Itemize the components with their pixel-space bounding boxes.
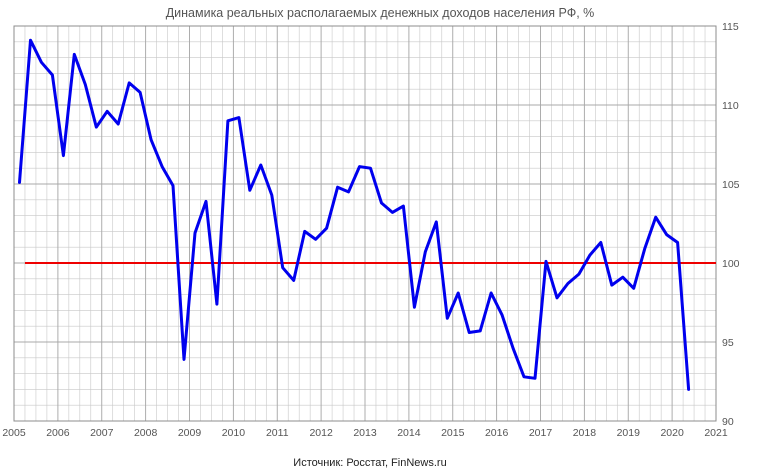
data-point [643,247,646,250]
data-point [610,283,613,287]
data-point [51,73,54,77]
x-tick-label: 2008 [134,427,158,439]
data-points [18,39,690,391]
data-point [654,215,657,219]
y-axis-tick-labels: 90 95 100 105 110 115 [722,21,740,428]
data-point [435,220,438,224]
data-point [522,375,526,378]
x-tick-label: 2009 [178,427,202,439]
data-point [676,241,679,244]
data-point [424,250,427,254]
data-point [29,39,32,42]
y-tick-label: 115 [722,21,739,33]
data-point [18,181,21,184]
data-point [62,154,65,157]
data-point [665,233,668,236]
data-point [687,388,690,391]
y-tick-label: 105 [722,179,740,191]
data-point [95,125,98,129]
x-tick-label: 2007 [90,427,114,439]
data-point [446,317,449,320]
data-point [138,91,142,94]
x-tick-label: 2011 [266,427,289,439]
data-point [402,204,405,208]
data-point [588,253,592,257]
x-axis-tick-labels: 2005 2006 2007 2008 2009 2010 2011 2012 2013 2014… [2,427,728,439]
data-point [171,184,175,187]
chart-source: Источник: Росстат, FinNews.ru [293,457,446,469]
x-tick-label: 2014 [397,427,421,439]
data-point [84,83,87,86]
data-point [380,201,383,205]
x-tick-label: 2019 [617,427,641,439]
x-tick-label: 2005 [2,427,26,439]
x-tick-label: 2018 [573,427,597,439]
data-point [533,377,537,380]
data-point [204,200,208,203]
data-point [489,291,493,295]
data-point [127,81,131,85]
data-point [73,53,76,56]
x-tick-label: 2006 [46,427,70,439]
x-tick-label: 2013 [353,427,377,439]
data-point [621,276,624,279]
data-point [40,61,43,64]
major-gridlines [13,25,717,422]
data-point [391,211,394,214]
data-point [182,358,186,361]
data-point [226,119,230,123]
data-point [106,110,109,113]
x-tick-label: 2016 [485,427,509,439]
data-point [632,287,635,290]
data-point [500,313,504,317]
x-tick-label: 2012 [309,427,333,439]
data-point [215,302,219,306]
y-tick-label: 100 [722,258,740,270]
data-point [303,230,306,233]
data-point [413,306,416,309]
data-point [248,189,252,192]
x-tick-label: 2020 [660,427,684,439]
x-tick-label: 2010 [222,427,246,439]
data-point [270,193,273,197]
data-point [358,165,361,168]
x-tick-label: 2017 [529,427,553,439]
data-point [314,238,317,241]
data-point [281,266,284,269]
y-tick-label: 95 [722,337,734,349]
data-point [193,231,197,235]
data-point [347,190,350,194]
data-point [325,227,328,230]
series-line-income [18,38,691,391]
data-point [555,296,559,299]
x-tick-label: 2021 [704,427,728,439]
x-tick-label: 2015 [441,427,465,439]
data-point [292,279,295,282]
data-point [237,116,241,119]
data-point [149,138,153,141]
chart-title: Динамика реальных располагаемых денежных… [166,6,595,20]
y-tick-label: 110 [722,100,739,112]
plot-area-frame [13,25,717,422]
data-point [577,272,581,276]
data-point [457,291,460,295]
data-point [544,260,548,263]
data-point [599,241,603,244]
data-point [259,163,262,167]
data-point [336,185,339,189]
data-point [478,329,482,333]
data-point [468,331,471,334]
data-point [160,165,164,168]
y-tick-label: 90 [722,416,734,428]
data-point [511,347,515,350]
data-point [369,167,372,170]
data-point [566,282,570,285]
data-point [117,122,120,126]
